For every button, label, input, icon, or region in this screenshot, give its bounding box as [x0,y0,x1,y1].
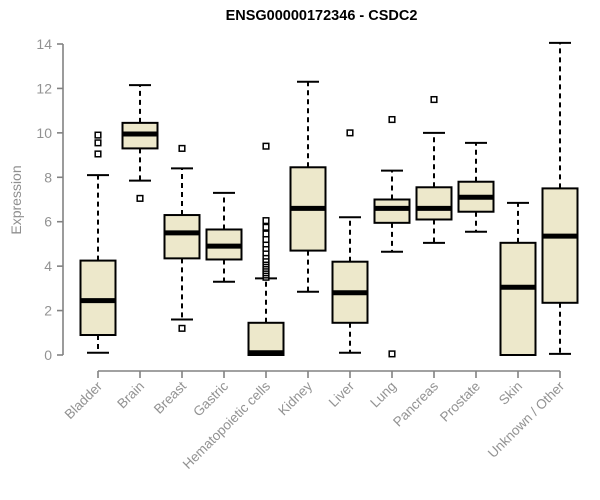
iqr-box [541,187,579,304]
iqr-box [415,186,453,221]
boxplot-breast [163,144,201,332]
outlier-point [262,235,270,244]
outlier-point [178,324,186,332]
x-tick-label: Kidney [275,378,315,418]
outlier-point [346,129,354,137]
boxplot-prostate [457,141,495,233]
y-tick-label: 12 [36,80,52,96]
outlier-point [262,223,270,231]
x-tick-label: Lung [367,379,399,411]
outlier-point [94,150,102,158]
y-axis: 0 2 4 6 8 10 12 14 [36,36,64,363]
x-tick-label: Liver [326,378,358,410]
boxplot-brain [121,84,159,202]
outlier-point [262,217,270,225]
boxplot-gastric [205,191,243,283]
outlier-point [94,131,102,139]
y-tick-label: 8 [44,169,52,185]
x-tick-label: Prostate [437,379,483,425]
boxplot-pancreas [415,95,453,244]
y-tick-label: 4 [44,258,52,274]
y-tick-label: 2 [44,303,52,319]
outlier-point [262,230,270,238]
iqr-box [247,321,285,356]
chart-title: ENSG00000172346 - CSDC2 [225,8,418,24]
boxplot-hematopoietic-cells [247,142,285,356]
x-tick-label: Unknown / Other [485,378,568,461]
boxplot-unknown-other [541,41,579,355]
iqr-box [163,214,201,260]
y-tick-label: 0 [44,347,52,363]
boxplot-liver [331,129,369,354]
outlier-point [178,144,186,152]
outlier-point [262,142,270,150]
outlier-point [430,95,438,104]
boxplot-kidney [289,80,327,293]
x-tick-label: Brain [114,379,147,412]
outlier-point [388,350,396,358]
iqr-box [79,259,117,337]
y-tick-label: 10 [36,125,52,141]
x-tick-label: Bladder [62,378,106,422]
x-tick-label: Gastric [190,378,231,419]
boxplot-skin [499,201,537,356]
boxplot-bladder [79,131,117,354]
outlier-point [94,139,102,147]
x-tick-label: Breast [151,378,189,416]
x-tick-label: Pancreas [390,378,441,429]
outlier-point [388,115,396,124]
iqr-box [499,241,537,356]
iqr-box [373,198,411,224]
outlier-point [136,194,144,202]
boxplot-lung [373,115,411,358]
x-tick-label: Skin [496,379,525,408]
y-tick-label: 14 [36,36,52,52]
y-tick-label: 6 [44,214,52,230]
